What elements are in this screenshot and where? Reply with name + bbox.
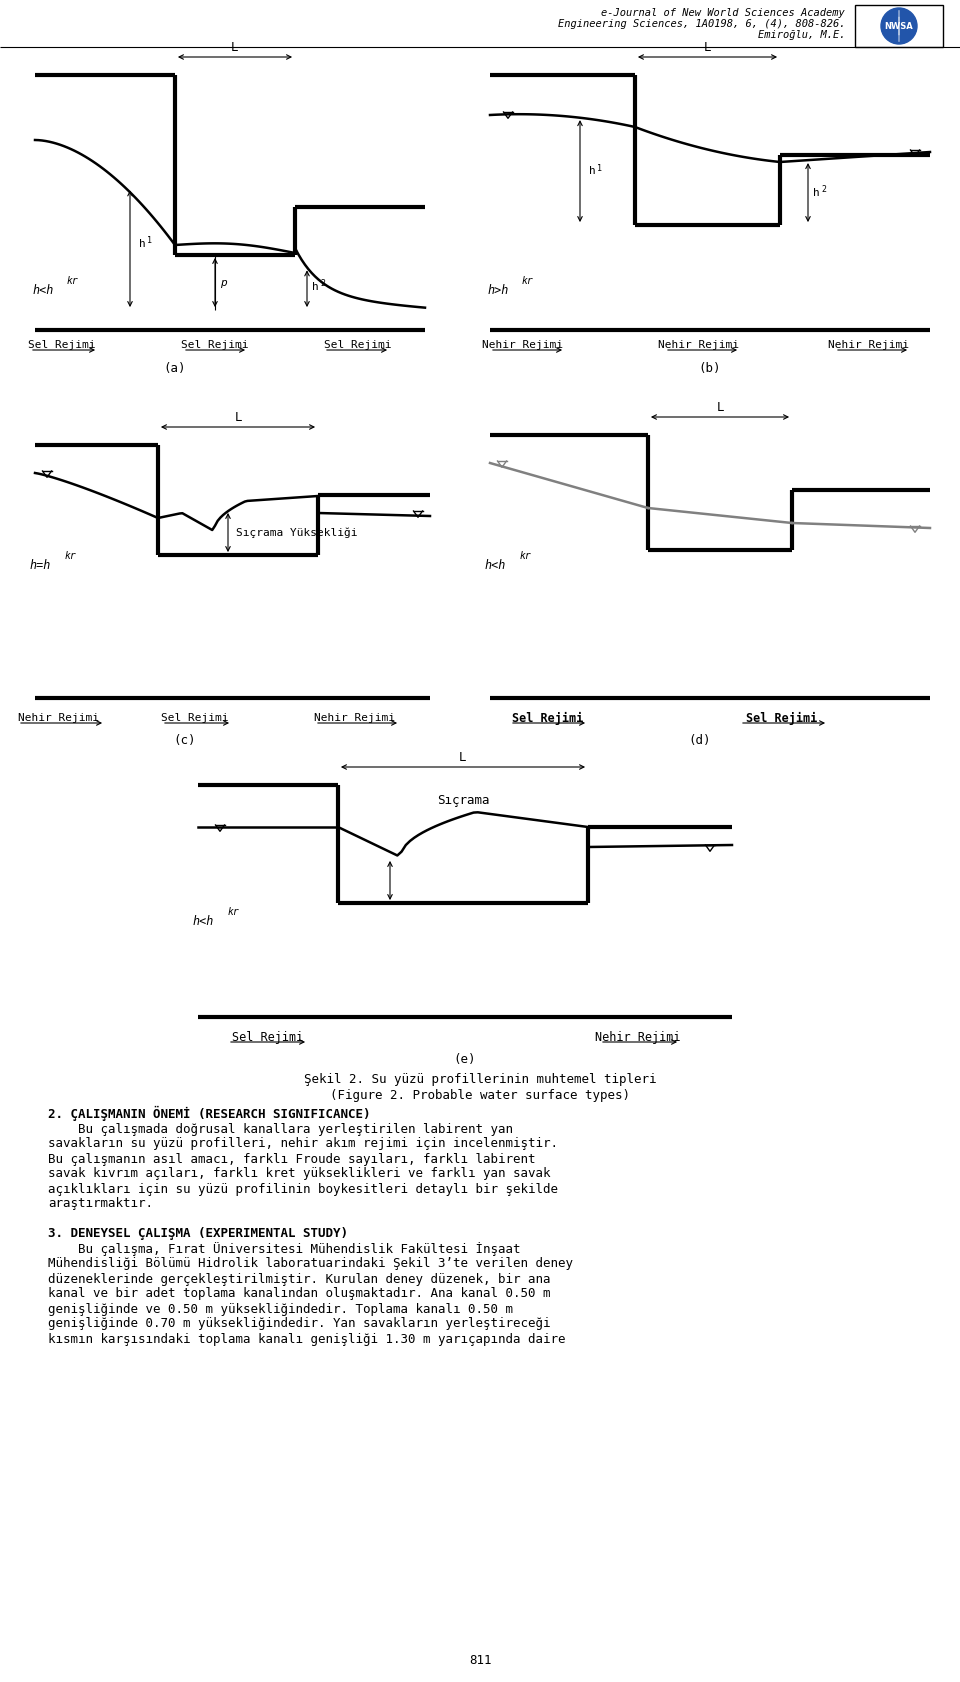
Text: (e): (e): [454, 1053, 476, 1065]
Text: (c): (c): [174, 733, 196, 747]
Text: L: L: [234, 410, 242, 424]
Text: Sıçrama: Sıçrama: [437, 794, 490, 806]
Text: Emiroğlu, M.E.: Emiroğlu, M.E.: [757, 30, 845, 40]
Text: kısmın karşısındaki toplama kanalı genişliği 1.30 m yarıçapında daire: kısmın karşısındaki toplama kanalı geniş…: [48, 1332, 565, 1346]
Text: kr: kr: [65, 552, 77, 562]
Text: L: L: [231, 40, 239, 54]
Text: Nehir Rejimi: Nehir Rejimi: [658, 340, 738, 350]
Text: (a): (a): [164, 362, 186, 375]
Text: Sıçrama Yüksekliği: Sıçrama Yüksekliği: [236, 526, 357, 538]
Text: (b): (b): [699, 362, 721, 375]
Text: h=h: h=h: [30, 558, 52, 572]
Text: savak kıvrım açıları, farklı kret yükseklikleri ve farklı yan savak: savak kıvrım açıları, farklı kret yüksek…: [48, 1167, 550, 1181]
Text: 1: 1: [147, 235, 152, 246]
Text: araştırmaktır.: araştırmaktır.: [48, 1198, 153, 1211]
Text: L: L: [704, 40, 711, 54]
Text: Nehir Rejimi: Nehir Rejimi: [483, 340, 564, 350]
Text: L: L: [716, 400, 724, 414]
Text: Bu çalışmanın asıl amacı, farklı Froude sayıları, farklı labirent: Bu çalışmanın asıl amacı, farklı Froude …: [48, 1152, 536, 1166]
Text: Mühendisliği Bölümü Hidrolik laboratuarindaki Şekil 3’te verilen deney: Mühendisliği Bölümü Hidrolik laboratuari…: [48, 1258, 573, 1270]
Text: kr: kr: [228, 907, 240, 917]
Text: NWSA: NWSA: [884, 22, 913, 30]
Text: genişliğinde 0.70 m yüksekliğindedir. Yan savakların yerleştireceği: genişliğinde 0.70 m yüksekliğindedir. Ya…: [48, 1317, 550, 1330]
Text: 1: 1: [597, 163, 602, 173]
Text: (Figure 2. Probable water surface types): (Figure 2. Probable water surface types): [330, 1090, 630, 1102]
Text: Bu çalışmada doğrusal kanallara yerleştirilen labirent yan: Bu çalışmada doğrusal kanallara yerleşti…: [48, 1122, 513, 1135]
Text: 2. ÇALIŞMANIN ÖNEMİ (RESEARCH SIGNIFICANCE): 2. ÇALIŞMANIN ÖNEMİ (RESEARCH SIGNIFICAN…: [48, 1105, 371, 1120]
Text: L: L: [459, 750, 467, 764]
Circle shape: [881, 8, 917, 44]
Text: Nehir Rejimi: Nehir Rejimi: [17, 713, 99, 723]
Text: Sel Rejimi: Sel Rejimi: [513, 711, 584, 725]
Text: e-Journal of New World Sciences Academy: e-Journal of New World Sciences Academy: [601, 8, 845, 19]
Text: savakların su yüzü profilleri, nehir akım rejimi için incelenmiştir.: savakların su yüzü profilleri, nehir akı…: [48, 1137, 558, 1150]
Text: genişliğinde ve 0.50 m yüksekliğindedir. Toplama kanalı 0.50 m: genişliğinde ve 0.50 m yüksekliğindedir.…: [48, 1302, 513, 1315]
Text: h<h: h<h: [193, 915, 214, 927]
Text: Sel Rejimi: Sel Rejimi: [232, 1031, 303, 1043]
Text: 2: 2: [320, 279, 325, 288]
Text: düzeneklerinde gerçekleştirilmiştir. Kurulan deney düzenek, bir ana: düzeneklerinde gerçekleştirilmiştir. Kur…: [48, 1273, 550, 1285]
Text: Engineering Sciences, 1A0198, 6, (4), 808-826.: Engineering Sciences, 1A0198, 6, (4), 80…: [558, 19, 845, 29]
Text: kr: kr: [520, 552, 532, 562]
Text: Nehir Rejimi: Nehir Rejimi: [828, 340, 908, 350]
Text: p: p: [220, 278, 227, 288]
Text: 811: 811: [468, 1653, 492, 1667]
Text: açıklıkları için su yüzü profilinin boykesitleri detaylı bir şekilde: açıklıkları için su yüzü profilinin boyk…: [48, 1182, 558, 1196]
Text: 3. DENEYSEL ÇALIŞMA (EXPERIMENTAL STUDY): 3. DENEYSEL ÇALIŞMA (EXPERIMENTAL STUDY): [48, 1226, 348, 1240]
Text: Sel Rejimi: Sel Rejimi: [324, 340, 392, 350]
Text: Sel Rejimi: Sel Rejimi: [28, 340, 96, 350]
Text: h: h: [589, 167, 596, 177]
Text: kr: kr: [67, 276, 79, 286]
Text: Şekil 2. Su yüzü profillerinin muhtemel tipleri: Şekil 2. Su yüzü profillerinin muhtemel …: [303, 1073, 657, 1087]
Text: h: h: [312, 281, 319, 291]
Text: h<h: h<h: [485, 558, 506, 572]
Bar: [855, 5, 943, 47]
Text: (d): (d): [688, 733, 711, 747]
Text: Nehir Rejimi: Nehir Rejimi: [595, 1031, 681, 1043]
Text: kr: kr: [522, 276, 534, 286]
Text: Sel Rejimi: Sel Rejimi: [181, 340, 249, 350]
Text: h: h: [813, 188, 820, 197]
Text: Sel Rejimi: Sel Rejimi: [161, 713, 228, 723]
Text: Nehir Rejimi: Nehir Rejimi: [315, 713, 396, 723]
Text: 2: 2: [821, 185, 826, 193]
Text: h: h: [139, 239, 146, 249]
Text: h>h: h>h: [488, 284, 510, 296]
Text: Sel Rejimi: Sel Rejimi: [746, 711, 818, 725]
Text: h<h: h<h: [33, 284, 55, 296]
Text: kanal ve bir adet toplama kanalından oluşmaktadır. Ana kanal 0.50 m: kanal ve bir adet toplama kanalından olu…: [48, 1287, 550, 1300]
Text: Bu çalışma, Fırat Üniversitesi Mühendislik Fakültesi İnşaat: Bu çalışma, Fırat Üniversitesi Mühendisl…: [48, 1241, 520, 1256]
